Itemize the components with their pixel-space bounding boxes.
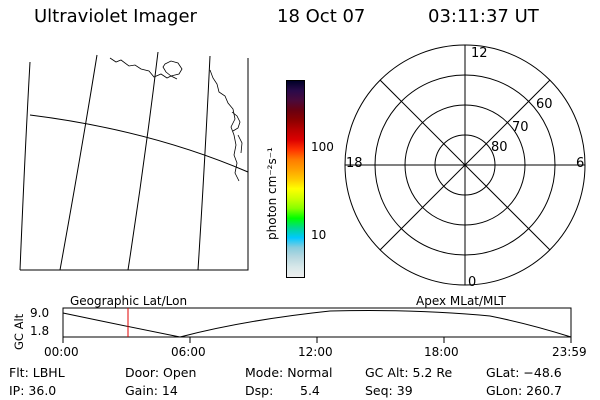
status-glon: GLon: 260.7 [486,383,562,398]
strip-x-tick-1: 06:00 [171,345,206,359]
polar-diagonal-line [379,79,551,251]
coastline [109,57,243,182]
lat-label-60: 60 [536,97,553,112]
strip-axis-label: GC Alt [12,313,26,350]
mlt-label-6: 6 [576,156,585,171]
colorbar-tick-10: 10 [311,228,327,242]
polar-ring [404,104,526,226]
strip-y-tick-min: 1.8 [30,324,50,338]
lat-label-70: 70 [512,120,529,135]
strip-x-tick-4: 23:59 [552,345,587,359]
altitude-curve [62,310,572,338]
strip-x-tick-3: 18:00 [424,345,459,359]
map-grid-line [127,51,159,271]
status-dsp-label: Dsp: [245,383,274,398]
status-door: Door: Open [125,365,197,380]
strip-right-title: Apex MLat/MLT [416,294,506,308]
status-dsp-value: 5.4 [300,383,320,398]
colorbar [286,80,305,278]
date-label: 18 Oct 07 [277,6,366,27]
map-grid-line [19,61,31,271]
mlt-label-0: 0 [468,275,477,290]
strip-y-tick-max: 9.0 [30,306,50,320]
map-grid-line [29,114,249,173]
mlt-label-18: 18 [346,156,363,171]
map-grid-line [59,54,98,271]
status-flt: Flt: LBHL [9,365,65,380]
status-gain: Gain: 14 [125,383,178,398]
polar-ring [344,44,586,286]
lat-label-80: 80 [491,140,508,155]
instrument-title: Ultraviolet Imager [34,6,197,27]
status-ip: IP: 36.0 [9,383,57,398]
time-label: 03:11:37 UT [428,6,539,27]
status-gc-alt: GC Alt: 5.2 Re [365,365,453,380]
status-mode: Mode: Normal [245,365,333,380]
mlt-label-12: 12 [471,46,488,61]
polar-ring [434,134,496,196]
strip-x-tick-0: 00:00 [44,345,79,359]
map-boundary [20,58,249,271]
status-glat: GLat: −48.6 [486,365,562,380]
polar-ring [374,74,556,256]
strip-x-ticks [62,337,572,343]
colorbar-unit-label: photon cm⁻²s⁻¹ [265,147,279,240]
map-grid-line [197,55,211,271]
strip-frame [62,307,572,338]
polar-diagonal-line [379,79,551,251]
strip-x-tick-2: 12:00 [298,345,333,359]
colorbar-tick-100: 100 [311,140,334,154]
strip-left-title: Geographic Lat/Lon [70,294,188,308]
status-seq: Seq: 39 [365,383,413,398]
